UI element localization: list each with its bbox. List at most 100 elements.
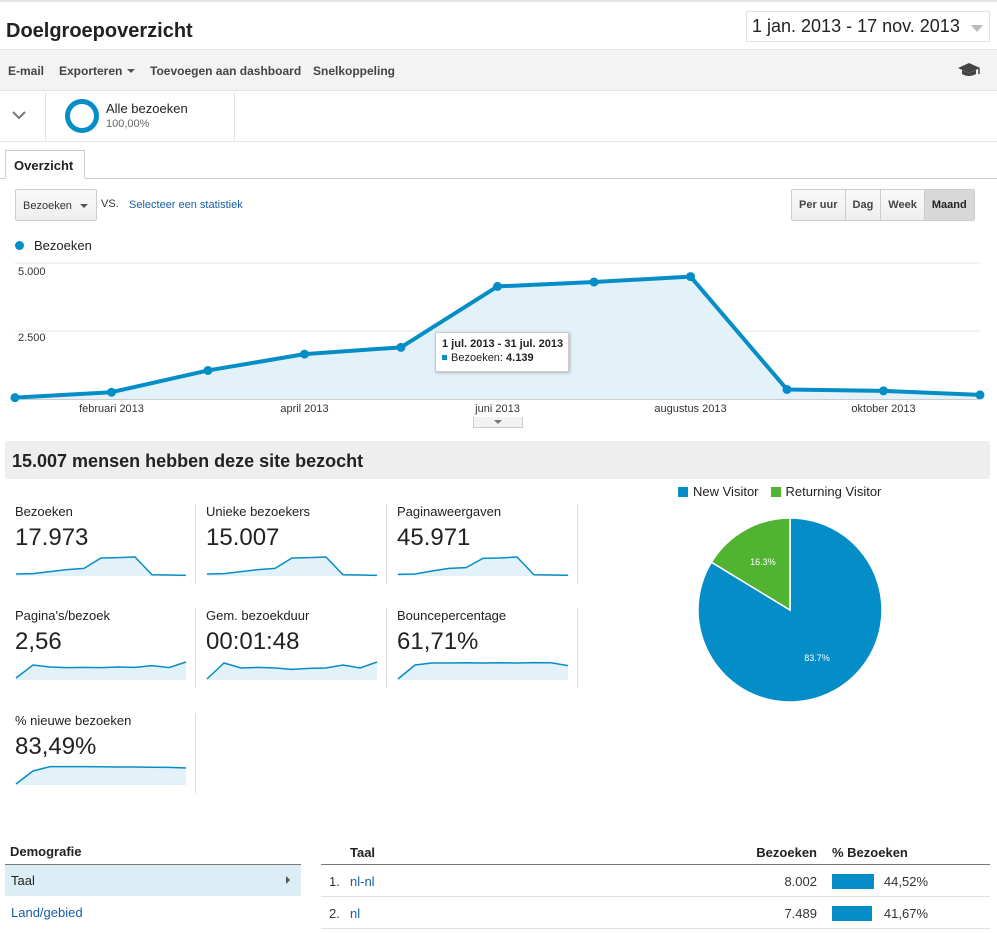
metric-tile[interactable]: Pagina's/bezoek 2,56 [5, 608, 196, 712]
period-button-day[interactable]: Dag [844, 190, 881, 220]
triangle-right-icon [286, 876, 290, 884]
metric-label: Bezoeken [15, 504, 73, 519]
sparkline-area [398, 557, 568, 576]
pie-slice[interactable] [710, 517, 791, 612]
x-tick-label: april 2013 [280, 403, 329, 415]
page-title: Doelgroepoverzicht [6, 20, 193, 42]
data-point[interactable] [686, 272, 695, 282]
tooltip-label: Bezoeken: [451, 352, 503, 364]
sparkline-line [397, 661, 569, 680]
metric-label: Bouncepercentage [397, 608, 507, 623]
metric-tile[interactable]: Gem. bezoekduur 00:01:48 [196, 608, 387, 712]
visitor-type-pie-chart: 83.7% 16.3% [697, 517, 883, 703]
percent-bar [832, 906, 872, 921]
metric-value: 15.007 [206, 524, 280, 551]
chart-tooltip: 1 jul. 2013 - 31 jul. 2013 Bezoeken: 4.1… [435, 332, 569, 372]
email-button[interactable]: E-mail [8, 64, 45, 78]
tile-divider [386, 608, 387, 688]
metric-tile[interactable]: Paginaweergaven 45.971 [387, 504, 578, 608]
data-point[interactable] [107, 387, 116, 397]
data-point[interactable] [782, 384, 792, 394]
series-legend-swatch [15, 241, 24, 250]
column-header-taal: Taal [350, 845, 376, 860]
period-button-month[interactable]: Maand [923, 190, 974, 220]
legend-label: New Visitor [693, 484, 759, 499]
column-header-percent: % Bezoeken [832, 845, 908, 860]
metric-tile[interactable]: Bezoeken 17.973 [5, 504, 196, 608]
tile-divider [195, 713, 196, 793]
sparkline [15, 661, 187, 680]
sparkline-line [206, 661, 378, 680]
legend-label: Returning Visitor [785, 484, 882, 499]
data-point[interactable] [300, 349, 309, 359]
data-point[interactable] [10, 393, 20, 403]
metric-value: 45.971 [397, 524, 471, 551]
date-range-label: 1 jan. 2013 - 17 nov. 2013 [752, 16, 960, 36]
period-button-week[interactable]: Week [880, 190, 924, 220]
data-point[interactable] [589, 277, 599, 287]
sparkline-area [16, 766, 186, 785]
row-visits: 7.489 [784, 906, 817, 921]
demographics-item-taal[interactable]: Taal [5, 865, 301, 896]
chart-resize-handle[interactable] [473, 417, 523, 428]
period-button-hour[interactable]: Per uur [792, 190, 845, 220]
caret-down-icon [80, 204, 88, 208]
data-point[interactable] [203, 365, 213, 375]
add-to-dashboard-button[interactable]: Toevoegen aan dashboard [150, 64, 302, 78]
data-point[interactable] [493, 281, 502, 291]
export-label: Exporteren [59, 64, 123, 78]
data-point[interactable] [879, 386, 888, 396]
vs-label: VS. [101, 198, 119, 210]
segment-row: Alle bezoeken 100,00% [0, 92, 997, 142]
metric-value: 61,71% [397, 628, 479, 655]
metric-tile[interactable]: % nieuwe bezoeken 83,49% [5, 713, 196, 817]
x-tick-label: augustus 2013 [654, 403, 727, 415]
x-tick-label: oktober 2013 [851, 403, 916, 415]
legend-new-visitor[interactable]: New Visitor [678, 484, 759, 499]
data-point[interactable] [396, 342, 406, 352]
data-point[interactable] [975, 390, 985, 400]
table-row: 2. nl 7.489 41,67% [321, 897, 990, 929]
segment-donut-icon [65, 99, 99, 133]
tab-overzicht[interactable]: Overzicht [5, 150, 85, 179]
tile-divider [577, 504, 578, 584]
metric-value: 83,49% [15, 733, 97, 760]
tab-divider [0, 178, 997, 179]
column-header-bezoeken: Bezoeken [756, 845, 817, 860]
select-statistic-link[interactable]: Selecteer een statistiek [129, 199, 243, 211]
metric-value: 00:01:48 [206, 628, 300, 655]
pie-slice-label: 83.7% [804, 653, 830, 663]
metric-value: 2,56 [15, 628, 62, 655]
export-button[interactable]: Exporteren [59, 64, 136, 78]
metric-label: Gem. bezoekduur [206, 608, 310, 623]
tile-divider [195, 504, 196, 584]
sparkline-line [15, 661, 187, 679]
segment-toggle[interactable] [0, 92, 46, 141]
graduation-cap-icon[interactable] [957, 61, 981, 79]
metric-tile[interactable]: Bouncepercentage 61,71% [387, 608, 578, 712]
metric-label: Paginaweergaven [397, 504, 502, 519]
metric-label: % nieuwe bezoeken [15, 713, 132, 728]
row-percent: 41,67% [883, 906, 928, 921]
segment-all-visits[interactable]: Alle bezoeken 100,00% [46, 92, 235, 141]
tile-divider [577, 608, 578, 688]
sparkline [397, 661, 569, 680]
metric-tile[interactable]: Unieke bezoekers 15.007 [196, 504, 387, 608]
metric-value: 17.973 [15, 524, 89, 551]
x-tick-label: februari 2013 [79, 403, 144, 415]
shortcut-button[interactable]: Snelkoppeling [313, 64, 396, 78]
chevron-down-icon [12, 111, 26, 120]
demographics-item-land[interactable]: Land/gebied [11, 905, 83, 920]
y-tick-label: 2.500 [18, 332, 46, 344]
date-range-picker[interactable]: 1 jan. 2013 - 17 nov. 2013 [746, 11, 990, 42]
summary-headline: 15.007 mensen hebben deze site bezocht [5, 441, 990, 479]
legend-returning-visitor[interactable]: Returning Visitor [770, 484, 882, 499]
series-legend-label: Bezoeken [34, 238, 92, 253]
language-link[interactable]: nl-nl [350, 874, 375, 889]
percent-bar [832, 874, 875, 889]
demographics-item-label: Taal [11, 873, 35, 888]
metric-select[interactable]: Bezoeken [15, 189, 97, 221]
language-link[interactable]: nl [350, 906, 361, 921]
metric-select-label: Bezoeken [23, 200, 72, 212]
tooltip-range: 1 jul. 2013 - 31 jul. 2013 [442, 338, 564, 350]
